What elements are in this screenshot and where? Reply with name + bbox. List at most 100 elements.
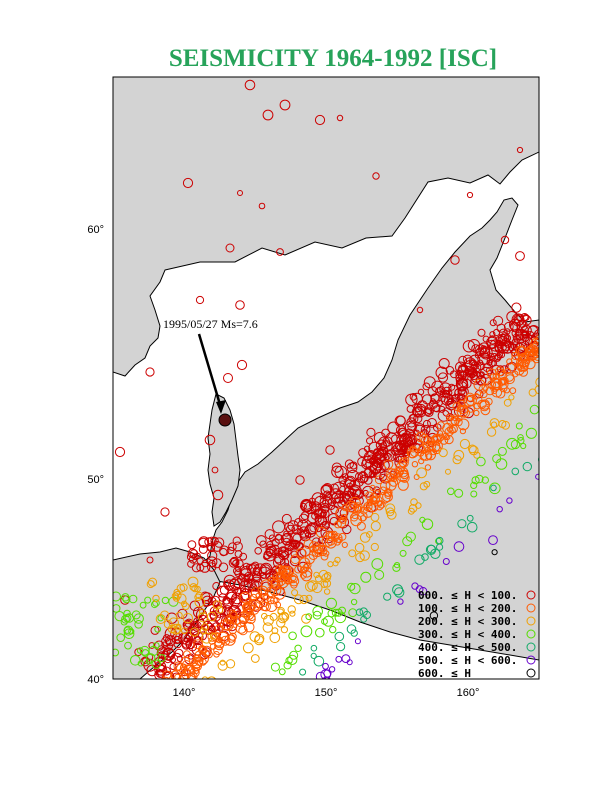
earthquake-marker [225,659,236,669]
earthquake-marker [366,531,373,538]
earthquake-marker [321,535,333,547]
earthquake-marker [385,503,396,514]
earthquake-marker [459,438,470,450]
legend-symbol [526,590,536,600]
earthquake-marker [424,464,432,471]
earthquake-marker [136,647,144,654]
earthquake-marker [489,418,500,428]
earthquake-marker [191,563,201,573]
earthquake-marker [373,431,386,445]
earthquake-marker [495,458,508,470]
earthquake-marker [114,611,125,622]
earthquake-marker [473,378,486,391]
y-tick-label: 40° [87,674,104,686]
earthquake-marker [320,484,333,496]
earthquake-marker [455,361,467,373]
earthquake-marker [346,624,357,634]
earthquake-marker [314,495,327,508]
earthquake-marker [359,550,370,561]
earthquake-marker [219,659,226,666]
earthquake-marker [248,719,257,728]
earthquake-marker [335,655,343,663]
earthquake-marker [222,732,228,738]
earthquake-marker [318,569,329,580]
earthquake-marker [204,650,213,659]
earthquake-marker [569,389,576,396]
earthquake-marker [328,666,336,673]
earthquake-marker [372,495,381,504]
earthquake-marker [277,613,288,624]
earthquake-marker [196,563,205,572]
earthquake-marker [270,662,280,672]
earthquake-marker [320,552,329,561]
earthquake-marker [225,736,234,745]
earthquake-marker [486,427,497,437]
earthquake-marker [438,405,446,413]
earthquake-marker [389,468,401,480]
earthquake-marker [380,480,391,492]
earthquake-marker [239,592,251,604]
earthquake-marker [417,388,425,396]
earthquake-marker [176,655,184,662]
earthquake-marker [113,604,121,613]
earthquake-marker [162,647,175,661]
earthquake-marker [187,540,197,549]
earthquake-marker [531,346,539,354]
earthquake-marker [142,657,149,664]
legend-entry: 200. ≤ H < 300. [418,615,517,628]
earthquake-marker [139,601,147,609]
earthquake-marker [355,472,363,481]
earthquake-marker [422,441,434,453]
earthquake-marker [308,550,318,560]
earthquake-marker [386,509,397,520]
earthquake-marker [359,470,367,478]
earthquake-marker [260,598,269,608]
earthquake-marker [211,466,219,474]
earthquake-marker [214,624,224,634]
earthquake-marker [212,600,219,607]
earthquake-marker [555,371,563,379]
earthquake-marker [228,632,237,641]
earthquake-marker [290,581,298,589]
earthquake-marker [317,545,328,557]
earthquake-marker [314,114,326,126]
earthquake-marker [329,625,337,634]
earthquake-marker [226,706,236,716]
map-area [113,77,576,745]
earthquake-marker [506,311,518,323]
earthquake-marker [174,673,181,679]
earthquake-marker [209,632,217,640]
earthquake-marker [346,462,358,474]
x-axis: 140° 150° 160° [173,687,480,699]
earthquake-marker [228,604,240,617]
earthquake-marker [169,663,177,670]
earthquake-marker [231,694,240,703]
earthquake-marker [294,565,303,574]
earthquake-marker [276,618,286,628]
earthquake-marker [323,588,331,595]
earthquake-marker [466,514,474,522]
earthquake-marker [304,722,311,729]
earthquake-marker [426,544,436,554]
earthquake-marker [155,614,166,624]
earthquake-marker [146,556,154,564]
earthquake-marker [387,421,400,434]
earthquake-marker [372,172,380,180]
earthquake-marker [397,427,408,438]
earthquake-marker [273,587,286,600]
earthquake-marker [462,340,476,353]
earthquake-marker [206,722,216,732]
earthquake-marker [366,500,373,507]
earthquake-marker [281,565,292,576]
earthquake-marker [246,599,257,611]
earthquake-marker [145,653,156,663]
earthquake-marker [202,693,210,701]
mainshock-marker [218,413,232,427]
earthquake-marker [256,685,262,691]
earthquake-marker [357,472,369,484]
earthquake-marker [399,472,410,483]
earthquake-marker [280,547,287,554]
earthquake-marker [237,703,244,710]
earthquake-marker [282,537,291,546]
earthquake-marker [190,659,198,667]
